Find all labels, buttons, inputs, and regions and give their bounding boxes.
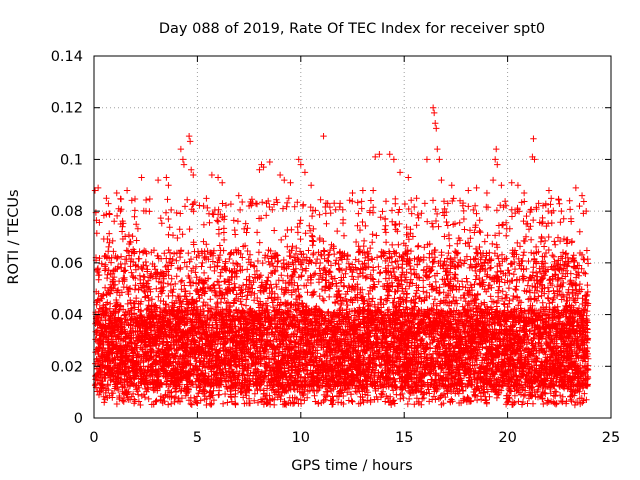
y-tick-label: 0.12 bbox=[51, 101, 83, 117]
data-point bbox=[260, 163, 267, 171]
data-point bbox=[429, 104, 437, 111]
data-point bbox=[433, 125, 440, 132]
data-point bbox=[163, 174, 170, 181]
data-point bbox=[372, 153, 379, 161]
data-point bbox=[438, 176, 445, 184]
data-point bbox=[572, 184, 580, 192]
data-point bbox=[423, 156, 431, 163]
data-point bbox=[180, 161, 188, 168]
data-point bbox=[386, 151, 393, 158]
y-tick-label: 0.02 bbox=[51, 359, 83, 375]
x-tick-label: 0 bbox=[89, 430, 98, 446]
data-point bbox=[473, 184, 480, 192]
data-point bbox=[405, 174, 412, 181]
y-tick-label: 0.06 bbox=[51, 256, 83, 272]
y-tick-labels: 0 0.02 0.04 0.06 0.08 0.1 0.12 0.14 bbox=[51, 49, 83, 427]
data-point bbox=[320, 132, 327, 140]
data-point bbox=[336, 200, 344, 207]
data-point bbox=[545, 187, 553, 194]
data-point bbox=[566, 197, 573, 204]
y-tick-label: 0.1 bbox=[60, 152, 83, 168]
data-point bbox=[489, 176, 497, 184]
y-tick-label: 0.14 bbox=[51, 49, 83, 65]
data-point bbox=[530, 135, 537, 142]
data-point bbox=[214, 174, 222, 181]
data-point bbox=[301, 169, 309, 176]
y-tick-label: 0.04 bbox=[51, 308, 83, 324]
data-point bbox=[179, 156, 187, 163]
data-point bbox=[190, 171, 197, 179]
data-point bbox=[434, 145, 441, 153]
x-tick-label: 5 bbox=[193, 430, 202, 446]
data-point bbox=[514, 182, 522, 189]
data-point bbox=[297, 161, 304, 168]
axis-ticks bbox=[93, 55, 612, 419]
x-tick-label: 25 bbox=[602, 430, 620, 446]
data-point bbox=[281, 176, 288, 184]
plot-frame bbox=[93, 55, 612, 419]
data-point bbox=[493, 145, 500, 153]
data-points bbox=[91, 104, 592, 409]
data-point bbox=[369, 187, 377, 194]
data-point bbox=[307, 182, 315, 189]
x-tick-label: 15 bbox=[395, 430, 413, 446]
data-point bbox=[165, 182, 172, 189]
data-point-cloud bbox=[91, 195, 592, 409]
y-tick-label: 0.08 bbox=[51, 204, 83, 220]
data-point bbox=[200, 202, 207, 210]
data-point bbox=[256, 166, 263, 173]
data-point bbox=[113, 189, 120, 197]
data-point bbox=[154, 176, 162, 184]
data-point bbox=[535, 200, 542, 207]
data-point bbox=[396, 169, 404, 176]
data-point bbox=[287, 179, 294, 186]
data-point bbox=[276, 171, 284, 179]
data-point bbox=[531, 156, 538, 163]
data-point bbox=[324, 200, 331, 207]
data-point bbox=[430, 109, 438, 117]
data-point bbox=[186, 138, 194, 145]
data-point bbox=[483, 189, 491, 197]
data-point bbox=[349, 189, 356, 197]
data-point bbox=[138, 174, 145, 181]
data-point bbox=[185, 132, 193, 140]
data-point bbox=[235, 192, 242, 199]
data-point bbox=[177, 145, 185, 153]
data-point bbox=[413, 195, 420, 202]
x-tick-label: 10 bbox=[292, 430, 310, 446]
data-point bbox=[448, 182, 455, 189]
data-point bbox=[520, 189, 528, 197]
x-axis-label: GPS time / hours bbox=[291, 458, 412, 474]
data-point bbox=[245, 202, 253, 210]
data-point bbox=[376, 151, 383, 158]
data-point bbox=[494, 161, 501, 168]
data-point bbox=[187, 166, 195, 173]
y-tick-label: 0 bbox=[74, 411, 83, 427]
data-point bbox=[582, 207, 590, 215]
data-point bbox=[498, 182, 505, 189]
data-point bbox=[208, 171, 216, 179]
x-tick-labels: 0 5 10 15 20 25 bbox=[89, 430, 620, 446]
data-point bbox=[295, 156, 302, 163]
data-point bbox=[94, 184, 102, 192]
data-point bbox=[491, 156, 499, 163]
data-point bbox=[103, 195, 110, 202]
data-point bbox=[219, 179, 226, 186]
data-point bbox=[508, 179, 515, 186]
chart-title: Day 088 of 2019, Rate Of TEC Index for r… bbox=[159, 21, 545, 37]
data-point bbox=[558, 207, 565, 215]
data-point bbox=[436, 156, 443, 163]
data-point bbox=[421, 200, 429, 207]
data-point bbox=[390, 156, 398, 163]
data-point bbox=[359, 187, 367, 194]
data-point bbox=[456, 197, 464, 204]
data-point bbox=[123, 187, 131, 194]
data-point bbox=[432, 120, 439, 127]
data-point bbox=[578, 192, 586, 199]
x-tick-label: 20 bbox=[498, 430, 516, 446]
data-point bbox=[266, 158, 273, 166]
y-axis-label: ROTI / TECUs bbox=[6, 189, 22, 284]
data-point bbox=[465, 187, 472, 194]
